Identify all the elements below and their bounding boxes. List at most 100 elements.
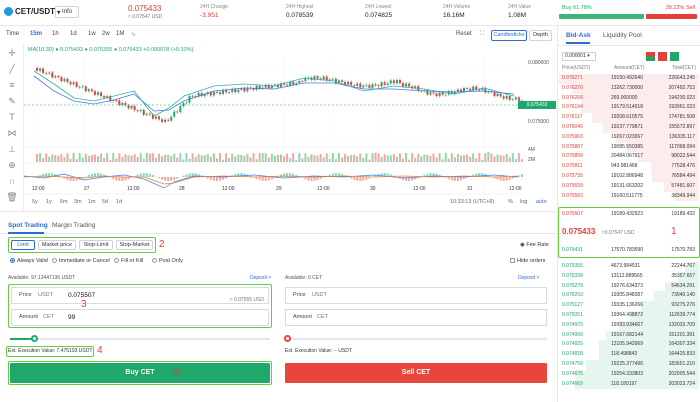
buy-slider-handle[interactable]	[31, 335, 38, 342]
bids-row[interactable]: 0.074669 118.180197 203023.724	[558, 379, 699, 390]
interval-1d[interactable]: 1d	[70, 31, 77, 37]
asks-row[interactable]: 0.075735 19102.886948 76584.494	[558, 172, 699, 182]
bids-row[interactable]: 0.074750 19225.377496 183651.210	[558, 360, 699, 370]
asks-row[interactable]: 0.075583 19160.511775 38349.944	[558, 191, 699, 202]
range-5y[interactable]: 5y	[32, 199, 38, 205]
asks-row[interactable]: 0.075659 19131.663202 57481.607	[558, 181, 699, 192]
view-both-icon[interactable]	[646, 52, 655, 61]
order-type-market[interactable]: Market price	[38, 240, 76, 250]
volume-bar	[402, 158, 404, 162]
asks-row[interactable]: 0.075963 19267.023067 136335.117	[558, 132, 699, 143]
opt-fill-or-kill[interactable]: Fill or Kill	[114, 258, 143, 264]
buy-amount-field[interactable]: Amount CET 99	[11, 309, 269, 326]
asks-row[interactable]: 0.076271 19150.492640 226643.245	[558, 74, 699, 84]
macd-bar	[142, 173, 145, 177]
info-button[interactable]: Info	[55, 6, 79, 18]
order-type-limit[interactable]: Limit	[11, 240, 35, 250]
sell-deposit-link[interactable]: Deposit >	[518, 275, 540, 281]
reset-button[interactable]: Reset	[456, 31, 472, 37]
macd-bar	[505, 177, 508, 181]
best-bid-row[interactable]: 0.075431 17570.783590 17570.783	[562, 247, 695, 253]
depth-button[interactable]: Depth	[529, 30, 552, 41]
tab-bid-ask[interactable]: Bid-Ask	[566, 32, 591, 39]
tab-liquidity-pool[interactable]: Liquidity Pool	[603, 32, 642, 39]
asks-row[interactable]: 0.076040 19237.779871 155572.897	[558, 123, 699, 133]
asks-row[interactable]: 0.076266 269.000000 194230.023	[558, 93, 699, 104]
buy-slider[interactable]	[10, 335, 270, 342]
tab-spot-trading[interactable]: Spot Trading	[8, 222, 48, 229]
interval-1M[interactable]: 1M	[116, 31, 125, 37]
log-toggle[interactable]: log	[520, 199, 528, 205]
asks-row[interactable]: 0.075811 943.981468 77528.476	[558, 162, 699, 172]
asks-row[interactable]: 0.075887 19085.550385 117068.094	[558, 142, 699, 153]
text-icon[interactable]: T	[9, 112, 15, 122]
opt-post-only[interactable]: Post Only	[152, 258, 183, 264]
asks-row[interactable]: 0.076270 13262.730000 207492.753	[558, 83, 699, 94]
bids-row[interactable]: 0.074975 19393.934667 132033.709	[558, 320, 699, 331]
buy-button[interactable]: Buy CET	[10, 363, 270, 383]
buy-price-field[interactable]: Price USDT 0.075507 ≈ 0.07555 USD	[11, 287, 269, 304]
sell-slider-handle[interactable]	[284, 335, 291, 342]
range-3m[interactable]: 3m	[74, 199, 82, 205]
sell-button[interactable]: Sell CET	[285, 363, 547, 383]
interval-2w[interactable]: 2w	[102, 31, 110, 37]
interval-1w[interactable]: 1w	[88, 31, 96, 37]
asks-row[interactable]: 0.076117 19208.610575 174781.508	[558, 113, 699, 123]
fee-rate-link[interactable]: ◉ Fee Rate	[520, 242, 549, 248]
order-type-stop-limit[interactable]: Stop-Limit	[79, 240, 113, 250]
bids-row[interactable]: 0.074900 19167.682144 151201.391	[558, 330, 699, 341]
indicator-icon[interactable]: ∿	[131, 32, 137, 38]
bids-row[interactable]: 0.075051 19364.498872 112639.774	[558, 311, 699, 321]
zoom-icon[interactable]: ⊕	[8, 160, 16, 170]
best-ask-row[interactable]: 0.075507 19189.432923 19189.432	[562, 211, 695, 217]
depth-precision-select[interactable]: 0.000001 ▾	[562, 52, 596, 61]
sell-slider[interactable]	[284, 335, 547, 342]
view-asks-icon[interactable]	[658, 52, 667, 61]
order-type-stop-market[interactable]: Stop-Market	[116, 240, 153, 250]
view-bids-icon[interactable]	[670, 52, 679, 61]
sell-price-field[interactable]: Price USDT	[285, 287, 547, 304]
tab-margin-trading[interactable]: Margin Trading	[52, 222, 96, 229]
bids-row[interactable]: 0.074675 19254.333803 202905.544	[558, 369, 699, 380]
measure-icon[interactable]: ⟂	[8, 144, 15, 154]
bids-row[interactable]: 0.075279 19276.634373 54634.291	[558, 281, 699, 292]
percent-toggle[interactable]: %	[508, 199, 513, 205]
bids-row[interactable]: 0.075127 19335.136266 93275.276	[558, 301, 699, 311]
interval-15m[interactable]: 15m	[30, 31, 43, 37]
fullscreen-icon[interactable]: ⛶	[480, 31, 485, 37]
bids-row[interactable]: 0.075330 13112.889565 35357.657	[558, 271, 699, 282]
pattern-icon[interactable]: ⋈	[7, 128, 17, 138]
fib-icon[interactable]: ≡	[9, 80, 15, 90]
candle	[334, 78, 337, 83]
asks-row[interactable]: 0.075850 20484.067917 98022.544	[558, 152, 699, 163]
candlesticks-button[interactable]: Candlesticks	[491, 30, 527, 41]
macd-bar	[75, 177, 78, 181]
opt-immediate-or-cancel[interactable]: Immediate or Cancel	[52, 258, 110, 264]
interval-1h[interactable]: 1h	[52, 31, 59, 37]
annotation-box-4	[6, 346, 94, 357]
price-chart[interactable]: MA(10,30) ● 0.075433 ● 0.075355 ● 0.0754…	[0, 44, 556, 212]
asks-row[interactable]: 0.076194 19179.514918 193961.023	[558, 103, 699, 114]
brush-icon[interactable]: ✎	[8, 96, 16, 106]
bids-row[interactable]: 0.075355 4673.984531 22244.767	[558, 262, 699, 272]
range-1y[interactable]: 1y	[46, 199, 52, 205]
sell-amount-field[interactable]: Amount CET	[285, 309, 547, 326]
opt-always-valid[interactable]: Always Valid	[10, 258, 48, 264]
bids-row[interactable]: 0.075203 19305.848387 73940.140	[558, 291, 699, 302]
macd-bar	[249, 175, 252, 177]
range-1d[interactable]: 1d	[116, 199, 123, 205]
range-1m[interactable]: 1m	[88, 199, 96, 205]
interval-time[interactable]: Time	[6, 31, 20, 37]
trash-icon[interactable]: 🗑	[6, 192, 18, 202]
auto-toggle[interactable]: auto	[536, 199, 547, 205]
hide-orders-checkbox[interactable]: Hide orders	[510, 258, 545, 264]
buy-deposit-link[interactable]: Deposit >	[250, 275, 272, 281]
range-5d[interactable]: 5d	[102, 199, 109, 205]
range-6m[interactable]: 6m	[60, 199, 68, 205]
magnet-icon[interactable]: ∩	[8, 176, 16, 186]
pair-selector[interactable]: CET/USDT ▾	[15, 7, 61, 16]
trendline-icon[interactable]: ╱	[9, 64, 15, 74]
bids-row[interactable]: 0.074818 118.498843 164425.833	[558, 350, 699, 360]
crosshair-icon[interactable]: ✛	[8, 48, 16, 58]
bids-row[interactable]: 0.074825 13105.942969 164307.334	[558, 340, 699, 351]
